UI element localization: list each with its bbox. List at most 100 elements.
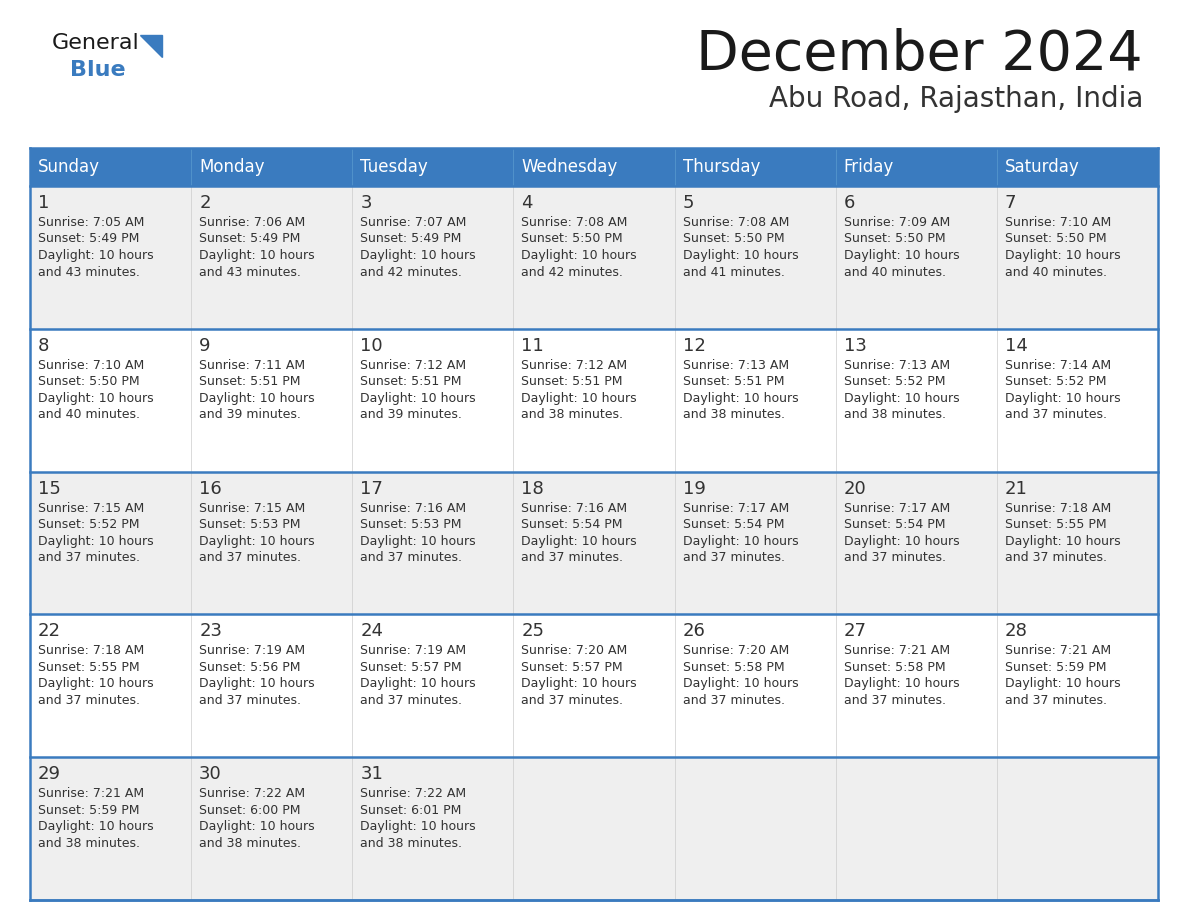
Text: Sunrise: 7:08 AM: Sunrise: 7:08 AM [522, 216, 627, 229]
Text: Sunrise: 7:07 AM: Sunrise: 7:07 AM [360, 216, 467, 229]
Bar [191, 472, 353, 614]
Text: Sunrise: 7:10 AM: Sunrise: 7:10 AM [38, 359, 144, 372]
Bar [30, 757, 191, 900]
Text: Sunrise: 7:13 AM: Sunrise: 7:13 AM [683, 359, 789, 372]
Text: Sunset: 5:59 PM: Sunset: 5:59 PM [1005, 661, 1106, 674]
Text: Sunrise: 7:15 AM: Sunrise: 7:15 AM [38, 501, 144, 515]
Text: Monday: Monday [200, 158, 265, 176]
Text: Daylight: 10 hours: Daylight: 10 hours [38, 249, 153, 262]
Text: and 41 minutes.: and 41 minutes. [683, 265, 784, 278]
Bar [675, 329, 835, 472]
Text: Sunset: 5:55 PM: Sunset: 5:55 PM [1005, 518, 1106, 532]
Bar [191, 329, 353, 472]
Bar [353, 472, 513, 614]
Text: Sunrise: 7:12 AM: Sunrise: 7:12 AM [360, 359, 467, 372]
Text: Sunset: 5:50 PM: Sunset: 5:50 PM [843, 232, 946, 245]
Text: and 38 minutes.: and 38 minutes. [683, 409, 784, 421]
Text: 11: 11 [522, 337, 544, 354]
Text: Wednesday: Wednesday [522, 158, 618, 176]
Text: and 40 minutes.: and 40 minutes. [38, 409, 140, 421]
Text: 10: 10 [360, 337, 383, 354]
Text: and 37 minutes.: and 37 minutes. [843, 694, 946, 707]
Text: and 37 minutes.: and 37 minutes. [843, 551, 946, 564]
Text: Sunset: 5:59 PM: Sunset: 5:59 PM [38, 803, 139, 817]
Text: Sunset: 5:57 PM: Sunset: 5:57 PM [360, 661, 462, 674]
Bar [997, 329, 1158, 472]
Bar [997, 186, 1158, 329]
Text: Sunrise: 7:19 AM: Sunrise: 7:19 AM [200, 644, 305, 657]
Bar [835, 472, 997, 614]
Bar [997, 757, 1158, 900]
Bar [30, 472, 191, 614]
Text: Daylight: 10 hours: Daylight: 10 hours [1005, 392, 1120, 405]
Text: Sunset: 5:49 PM: Sunset: 5:49 PM [200, 232, 301, 245]
Text: 24: 24 [360, 622, 384, 641]
Text: Daylight: 10 hours: Daylight: 10 hours [1005, 677, 1120, 690]
Text: 2: 2 [200, 194, 210, 212]
Text: Sunset: 5:54 PM: Sunset: 5:54 PM [683, 518, 784, 532]
Bar [191, 757, 353, 900]
Text: 25: 25 [522, 622, 544, 641]
Text: Daylight: 10 hours: Daylight: 10 hours [360, 534, 476, 548]
Text: Daylight: 10 hours: Daylight: 10 hours [843, 249, 960, 262]
Text: Sunrise: 7:15 AM: Sunrise: 7:15 AM [200, 501, 305, 515]
Bar [997, 472, 1158, 614]
Polygon shape [140, 35, 162, 57]
Text: Sunset: 5:51 PM: Sunset: 5:51 PM [360, 375, 462, 388]
Text: 1: 1 [38, 194, 50, 212]
Text: Daylight: 10 hours: Daylight: 10 hours [360, 820, 476, 834]
Bar [353, 329, 513, 472]
Bar [30, 186, 191, 329]
Text: and 37 minutes.: and 37 minutes. [1005, 694, 1107, 707]
Text: Tuesday: Tuesday [360, 158, 428, 176]
Text: Sunset: 5:51 PM: Sunset: 5:51 PM [683, 375, 784, 388]
Bar [675, 148, 835, 186]
Text: and 37 minutes.: and 37 minutes. [200, 551, 301, 564]
Bar [30, 614, 191, 757]
Text: Sunday: Sunday [38, 158, 100, 176]
Text: Abu Road, Rajasthan, India: Abu Road, Rajasthan, India [769, 85, 1143, 113]
Text: Daylight: 10 hours: Daylight: 10 hours [200, 820, 315, 834]
Bar [835, 148, 997, 186]
Text: Sunrise: 7:06 AM: Sunrise: 7:06 AM [200, 216, 305, 229]
Text: Sunrise: 7:17 AM: Sunrise: 7:17 AM [683, 501, 789, 515]
Text: and 37 minutes.: and 37 minutes. [38, 694, 140, 707]
Text: Thursday: Thursday [683, 158, 760, 176]
Text: 3: 3 [360, 194, 372, 212]
Text: 19: 19 [683, 479, 706, 498]
Bar [513, 472, 675, 614]
Bar [353, 186, 513, 329]
Bar [675, 472, 835, 614]
Text: Sunrise: 7:21 AM: Sunrise: 7:21 AM [843, 644, 950, 657]
Text: and 37 minutes.: and 37 minutes. [683, 551, 784, 564]
Text: Sunset: 5:52 PM: Sunset: 5:52 PM [38, 518, 139, 532]
Text: and 38 minutes.: and 38 minutes. [843, 409, 946, 421]
Text: 4: 4 [522, 194, 533, 212]
Text: Sunrise: 7:09 AM: Sunrise: 7:09 AM [843, 216, 950, 229]
Text: Daylight: 10 hours: Daylight: 10 hours [683, 534, 798, 548]
Text: and 37 minutes.: and 37 minutes. [360, 551, 462, 564]
Text: Sunrise: 7:21 AM: Sunrise: 7:21 AM [38, 788, 144, 800]
Text: and 38 minutes.: and 38 minutes. [360, 836, 462, 850]
Text: Daylight: 10 hours: Daylight: 10 hours [38, 534, 153, 548]
Text: and 37 minutes.: and 37 minutes. [360, 694, 462, 707]
Text: Daylight: 10 hours: Daylight: 10 hours [1005, 249, 1120, 262]
Text: Sunrise: 7:16 AM: Sunrise: 7:16 AM [522, 501, 627, 515]
Text: Sunset: 5:50 PM: Sunset: 5:50 PM [38, 375, 140, 388]
Text: Sunset: 5:58 PM: Sunset: 5:58 PM [683, 661, 784, 674]
Text: 15: 15 [38, 479, 61, 498]
Bar [675, 757, 835, 900]
Bar [675, 614, 835, 757]
Text: 20: 20 [843, 479, 866, 498]
Text: and 37 minutes.: and 37 minutes. [522, 551, 624, 564]
Text: Daylight: 10 hours: Daylight: 10 hours [522, 534, 637, 548]
Text: Sunrise: 7:19 AM: Sunrise: 7:19 AM [360, 644, 467, 657]
Text: 6: 6 [843, 194, 855, 212]
Text: 22: 22 [38, 622, 61, 641]
Text: and 38 minutes.: and 38 minutes. [200, 836, 301, 850]
Text: Sunrise: 7:13 AM: Sunrise: 7:13 AM [843, 359, 950, 372]
Text: Daylight: 10 hours: Daylight: 10 hours [360, 392, 476, 405]
Text: and 43 minutes.: and 43 minutes. [200, 265, 301, 278]
Text: Friday: Friday [843, 158, 893, 176]
Text: Sunset: 5:54 PM: Sunset: 5:54 PM [843, 518, 946, 532]
